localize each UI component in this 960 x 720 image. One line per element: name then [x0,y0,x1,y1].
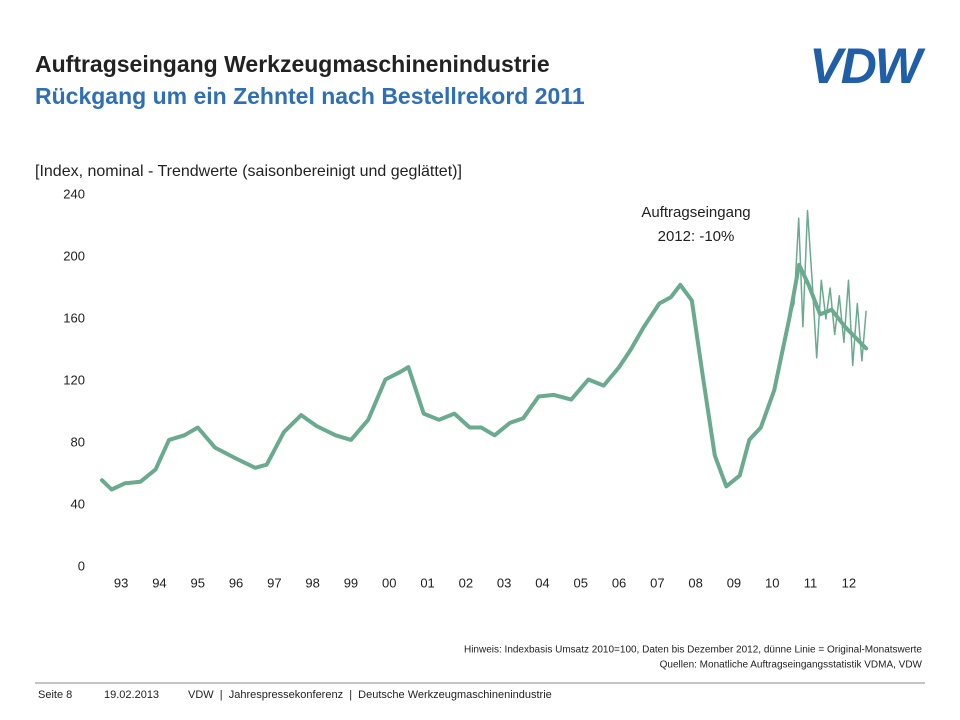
x-tick-label: 01 [420,575,434,590]
x-tick-label: 12 [842,575,856,590]
y-tick-label: 120 [63,372,85,387]
subtitle: Rückgang um ein Zehntel nach Bestellreko… [35,83,585,109]
x-tick-label: 94 [152,575,166,590]
x-tick-label: 07 [650,575,664,590]
y-tick-label: 200 [63,248,85,263]
footer-text: VDW | Jahrespressekonferenz | Deutsche W… [188,689,552,701]
x-tick-label: 95 [191,575,205,590]
note: Hinweis: Indexbasis Umsatz 2010=100, Dat… [464,645,922,656]
footer-date: 19.02.2013 [104,689,159,701]
y-tick-label: 0 [78,558,85,573]
x-tick-label: 99 [344,575,358,590]
x-tick-label: 00 [382,575,396,590]
logo: VDW [809,38,925,94]
x-tick-label: 10 [765,575,779,590]
x-tick-label: 02 [459,575,473,590]
note: Quellen: Monatliche Auftragseingangsstat… [660,660,923,671]
annotation: 2012: -10% [658,228,735,245]
x-tick-label: 09 [727,575,741,590]
x-tick-label: 98 [305,575,319,590]
footer-page: Seite 8 [38,689,72,701]
x-tick-label: 97 [267,575,281,590]
x-tick-label: 11 [804,575,818,590]
y-tick-label: 80 [71,434,85,449]
axis-label: [Index, nominal - Trendwerte (saisonbere… [35,163,462,180]
x-tick-label: 08 [688,575,702,590]
line [788,209,867,367]
x-tick-label: 05 [574,575,588,590]
x-tick-label: 04 [535,575,549,590]
annotation: Auftragseingang [641,204,750,221]
line [100,262,869,492]
y-tick-label: 160 [63,310,85,325]
y-tick-label: 240 [63,186,85,201]
x-tick-label: 93 [114,575,128,590]
x-tick-label: 96 [229,575,243,590]
x-tick-label: 06 [612,575,626,590]
title: Auftragseingang Werkzeugmaschinenindustr… [35,51,550,77]
x-tick-label: 03 [497,575,511,590]
y-tick-label: 40 [71,496,85,511]
